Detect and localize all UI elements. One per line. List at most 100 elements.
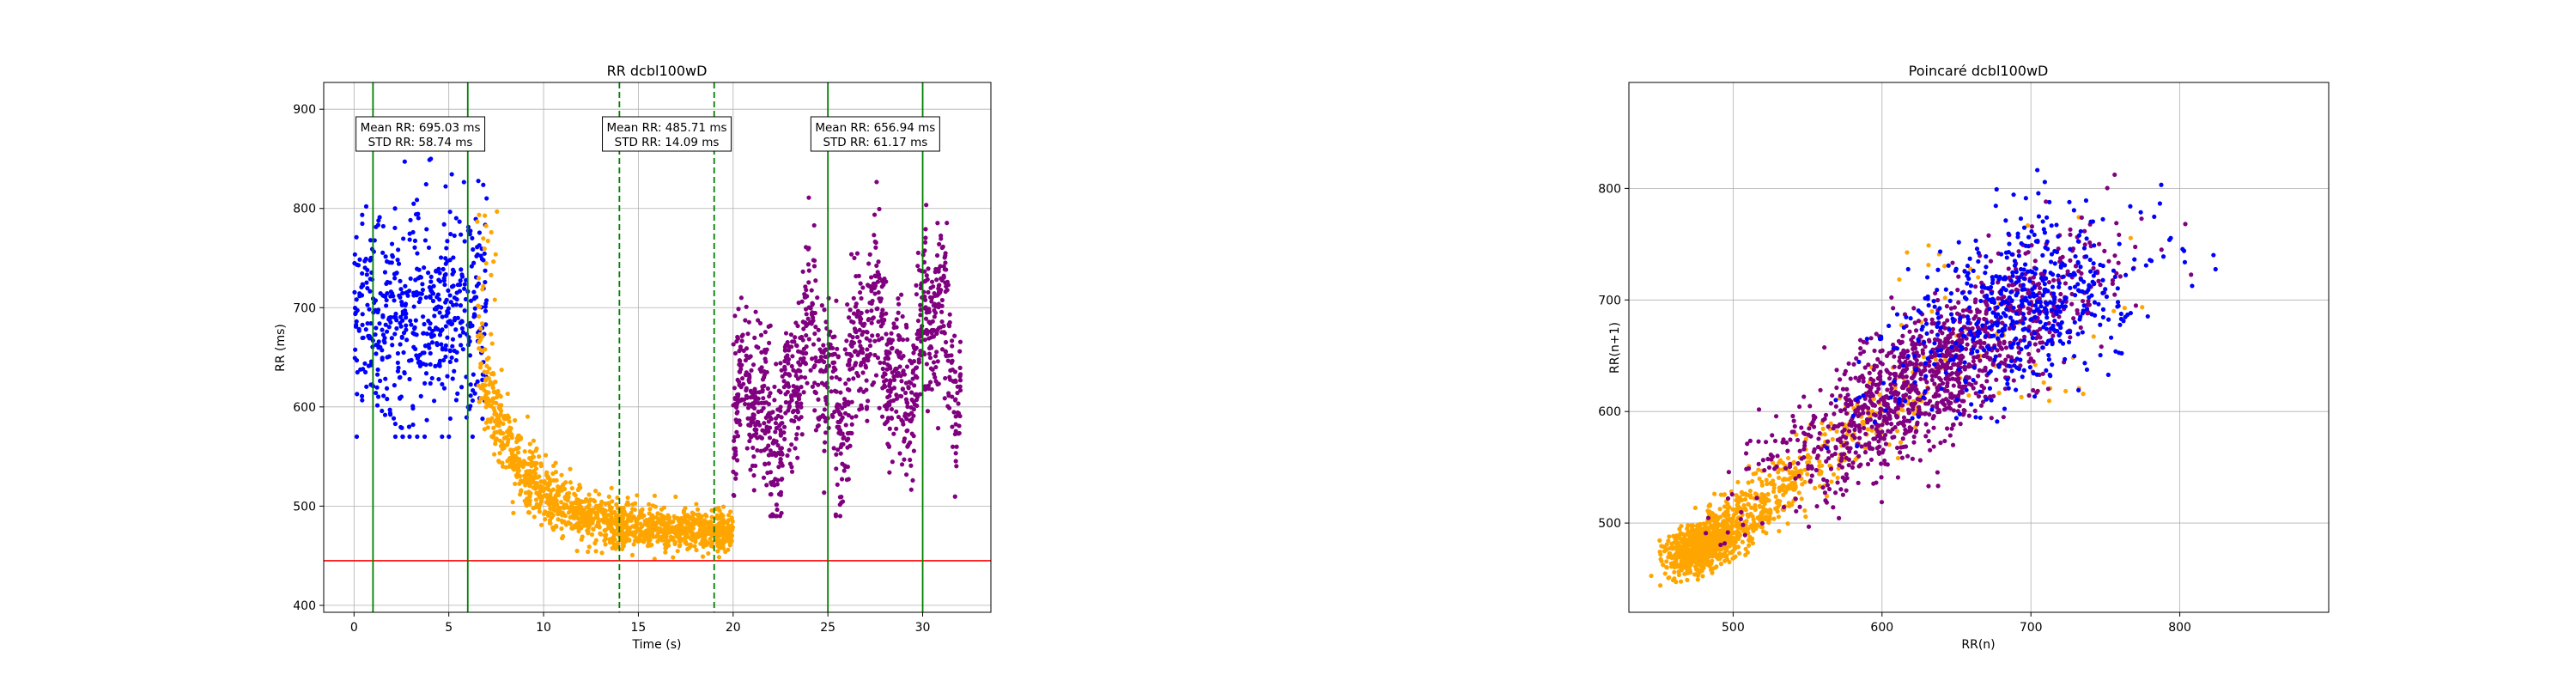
- c1-point: [368, 336, 374, 341]
- c2-point: [1839, 452, 1844, 457]
- c1-point: [928, 344, 933, 350]
- c1-point: [849, 422, 854, 427]
- c2-point: [1726, 513, 1731, 518]
- c1-point: [832, 409, 837, 415]
- c1-annotation-box: [602, 116, 732, 152]
- c1-point: [854, 251, 860, 256]
- c1-point: [793, 369, 799, 374]
- c2-point: [1805, 453, 1811, 458]
- c1-point: [805, 380, 810, 386]
- c1-point: [477, 230, 483, 235]
- c2-point: [1860, 419, 1865, 425]
- c1-point: [388, 412, 393, 417]
- c1-point: [738, 422, 743, 428]
- c2-point: [1777, 528, 1782, 534]
- c1-reference-lines: [324, 82, 991, 612]
- c1-y-tick-label: 700: [293, 301, 316, 315]
- c2-point: [1795, 437, 1801, 443]
- c1-point: [762, 373, 767, 378]
- c1-point: [416, 360, 422, 365]
- c2-point: [1942, 356, 1948, 362]
- c1-point: [918, 334, 923, 339]
- c1-point: [881, 360, 887, 366]
- c2-point: [1935, 470, 1941, 475]
- c2-point: [1862, 446, 1868, 451]
- c1-point: [736, 307, 741, 312]
- c1-point: [670, 526, 675, 532]
- c2-point: [1664, 547, 1669, 552]
- c2-point: [1657, 538, 1662, 543]
- c1-point: [603, 542, 608, 547]
- c1-point: [586, 544, 592, 550]
- c2-point: [1765, 491, 1771, 497]
- c2-point: [1657, 583, 1663, 588]
- c1-x-tick-label: 0: [350, 621, 358, 635]
- c1-point: [737, 369, 742, 374]
- c2-point: [1735, 528, 1740, 534]
- c1-point: [947, 312, 952, 317]
- c1-point: [566, 510, 572, 515]
- c1-point: [482, 387, 487, 393]
- c1-point: [901, 422, 906, 427]
- c1-point: [726, 547, 731, 552]
- c1-point: [715, 516, 721, 521]
- c2-point: [1996, 391, 2002, 396]
- c1-point: [929, 279, 935, 284]
- c1-point: [899, 462, 905, 467]
- c1-point: [756, 409, 761, 415]
- c1-point: [811, 264, 817, 269]
- c1-point: [559, 472, 564, 477]
- c1-point: [420, 287, 426, 293]
- c1-point: [849, 319, 854, 324]
- c1-point: [795, 404, 800, 409]
- c1-y-axis-label: RR (ms): [274, 324, 288, 372]
- c1-point: [904, 325, 909, 330]
- c1-point: [801, 326, 806, 331]
- c1-point: [785, 353, 790, 358]
- c1-point: [890, 345, 895, 351]
- c1-point: [587, 507, 592, 512]
- c1-point: [621, 506, 626, 511]
- c1-point: [835, 354, 841, 359]
- c1-point: [808, 306, 813, 311]
- c2-point: [1700, 574, 1705, 579]
- c1-point: [720, 545, 726, 551]
- c1-point: [453, 327, 459, 332]
- c1-point: [495, 423, 500, 428]
- c2-point: [1767, 473, 1772, 478]
- c1-point: [844, 338, 849, 344]
- c1-point: [629, 552, 635, 557]
- c1-point: [924, 362, 929, 367]
- c1-point: [738, 295, 744, 301]
- c1-point: [430, 328, 435, 334]
- c1-point: [838, 390, 843, 395]
- c1-point: [635, 493, 640, 498]
- c1-point: [903, 397, 909, 402]
- c1-point: [924, 273, 929, 278]
- c1-point: [403, 315, 409, 320]
- c1-point: [842, 410, 848, 416]
- c1-point: [497, 407, 503, 412]
- c1-point: [764, 483, 769, 488]
- c1-point: [511, 465, 516, 470]
- c2-point: [1730, 523, 1735, 528]
- c2-point: [1823, 412, 1829, 417]
- c1-point: [664, 528, 669, 533]
- c1-point: [640, 524, 645, 529]
- c1-point: [908, 457, 913, 463]
- c1-point: [938, 264, 943, 269]
- c1-point: [477, 243, 482, 248]
- c1-point: [863, 356, 868, 362]
- c1-point: [874, 307, 879, 312]
- c1-point: [877, 276, 882, 281]
- c2-point: [1776, 514, 1782, 520]
- c1-point: [382, 270, 388, 275]
- c1-point: [731, 342, 736, 347]
- c1-point: [485, 396, 490, 401]
- c1-point: [556, 517, 561, 522]
- c1-point: [443, 343, 448, 348]
- c1-point: [417, 296, 423, 301]
- c1-point: [415, 251, 420, 256]
- c1-point: [858, 362, 864, 368]
- c1-y-tick-label: 400: [293, 599, 316, 613]
